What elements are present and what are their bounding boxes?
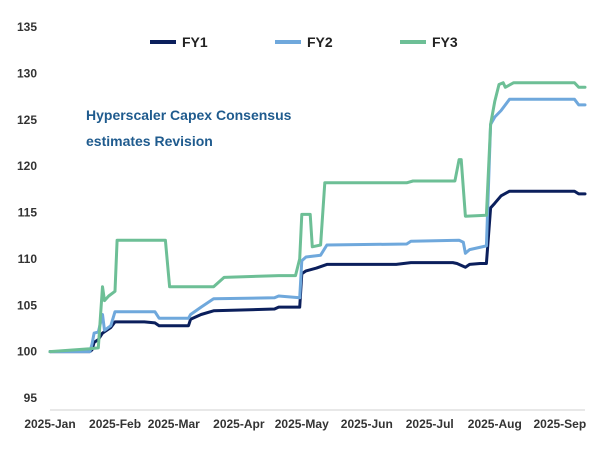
y-tick-label: 135 (17, 20, 37, 34)
annotation-line-1: Hyperscaler Capex Consensus (86, 107, 292, 123)
legend: FY1 FY2 FY3 (150, 34, 458, 50)
y-tick-label: 115 (18, 206, 38, 220)
y-tick-label: 110 (18, 252, 38, 266)
x-tick-labels: 2025-Jan 2025-Feb 2025-Mar 2025-Apr 2025-May… (24, 417, 586, 431)
series-lines (48, 81, 587, 354)
y-tick-label: 105 (17, 298, 37, 312)
y-tick-label: 125 (17, 113, 37, 127)
x-tick-label: 2025-Feb (89, 417, 141, 431)
x-tick-label: 2025-Jul (406, 417, 454, 431)
chart-annotation: Hyperscaler Capex Consensus estimates Re… (86, 107, 292, 149)
y-tick-label: 120 (17, 159, 37, 173)
x-tick-label: 2025-Sep (533, 417, 586, 431)
x-tick-label: 2025-Aug (468, 417, 522, 431)
series-line-fy1 (48, 189, 587, 354)
legend-label-fy3: FY3 (432, 34, 458, 50)
x-tick-label: 2025-May (275, 417, 329, 431)
x-tick-label: 2025-Jun (341, 417, 393, 431)
y-tick-label: 130 (17, 66, 37, 80)
series-line-fy3 (48, 81, 587, 354)
x-tick-label: 2025-Jan (24, 417, 75, 431)
y-tick-labels: 95 100 105 110 115 120 125 130 135 (17, 20, 37, 405)
annotation-line-2: estimates Revision (86, 133, 213, 149)
y-tick-label: 95 (24, 391, 38, 405)
legend-label-fy1: FY1 (182, 34, 208, 50)
x-tick-label: 2025-Apr (213, 417, 265, 431)
x-tick-label: 2025-Mar (148, 417, 200, 431)
legend-label-fy2: FY2 (307, 34, 333, 50)
y-tick-label: 100 (17, 345, 37, 359)
